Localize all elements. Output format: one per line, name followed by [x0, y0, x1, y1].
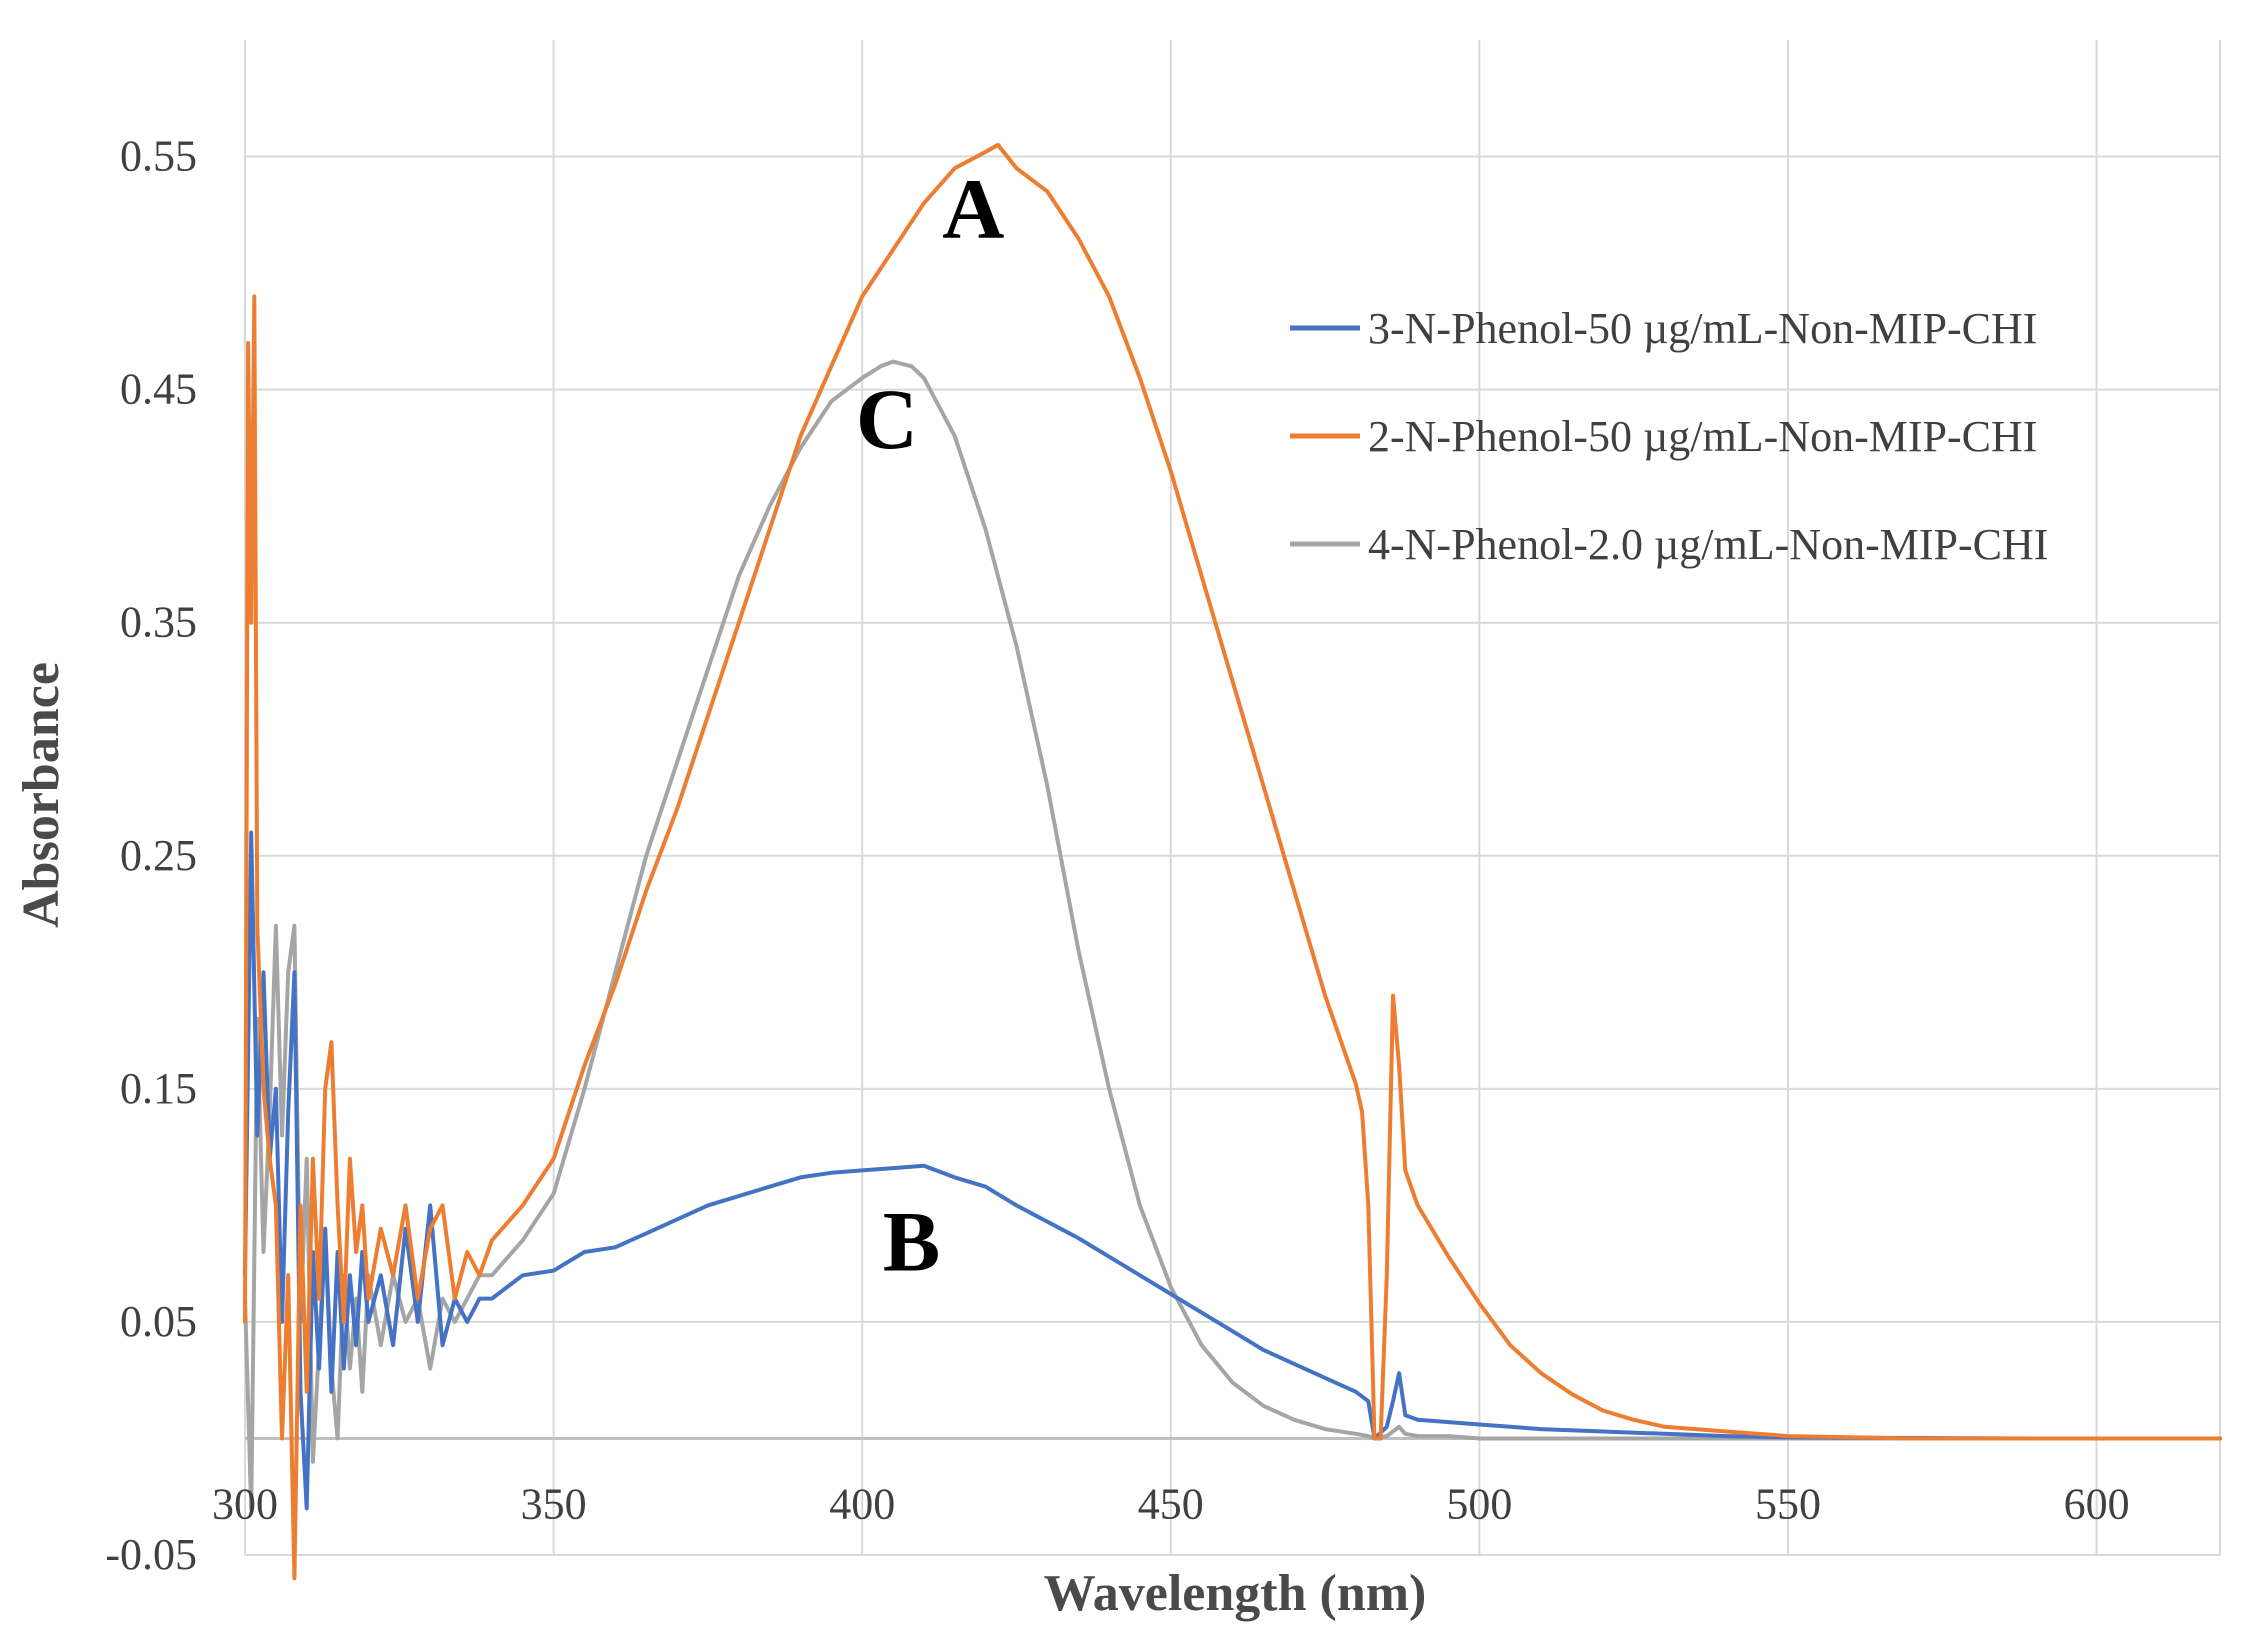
legend-entry-text: 4-N-Phenol-2.0 µg/mL-Non-MIP-CHI: [1368, 520, 2048, 569]
x-tick-labels: 300 350 400 450 500 550 600: [212, 1479, 2130, 1528]
curve-labels: B A C: [856, 161, 1005, 1290]
y-tick-label: 0.25: [120, 831, 197, 880]
x-tick-label: 350: [521, 1479, 587, 1528]
y-tick-label: 0.35: [120, 598, 197, 647]
x-tick-label: 400: [829, 1479, 895, 1528]
curve-label-A: A: [942, 161, 1004, 257]
x-axis-title: Wavelength (nm): [1044, 1565, 1427, 1622]
y-tick-label: 0.55: [120, 132, 197, 181]
y-tick-label: 0.45: [120, 365, 197, 414]
y-axis-title: Absorbance: [13, 662, 70, 928]
curve-label-C: C: [856, 371, 918, 467]
y-tick-labels: -0.05 0.05 0.15 0.25 0.35 0.45 0.55: [105, 132, 197, 1579]
curve-label-B: B: [883, 1194, 940, 1290]
series-line-A: [243, 142, 2222, 1581]
x-tick-label: 550: [1755, 1479, 1821, 1528]
legend-entry-text: 2-N-Phenol-50 µg/mL-Non-MIP-CHI: [1368, 412, 2037, 461]
y-tick-label: 0.15: [120, 1064, 197, 1113]
x-tick-label: 450: [1138, 1479, 1204, 1528]
x-tick-label: 500: [1446, 1479, 1512, 1528]
y-tick-label: 0.05: [120, 1297, 197, 1346]
legend-entry-text: 3-N-Phenol-50 µg/mL-Non-MIP-CHI: [1368, 304, 2037, 353]
legend: 3-N-Phenol-50 µg/mL-Non-MIP-CHI 2-N-Pheno…: [1290, 304, 2048, 569]
x-tick-label: 300: [212, 1479, 278, 1528]
x-tick-label: 600: [2064, 1479, 2130, 1528]
y-tick-label: -0.05: [105, 1530, 197, 1579]
series-lines: [243, 142, 2222, 1581]
series-line-B: [243, 830, 2222, 1511]
grid: [244, 40, 2221, 1556]
